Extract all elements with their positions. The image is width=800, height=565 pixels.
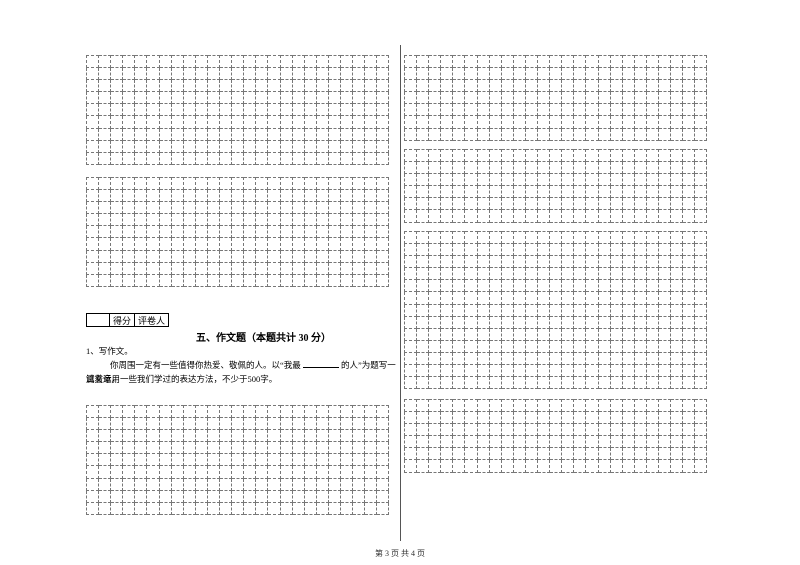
score-box: 得分 评卷人	[86, 313, 169, 327]
section-title: 五、作文题（本题共计 30 分）	[196, 329, 331, 344]
score-label: 得分	[110, 313, 135, 327]
page-content: 得分 评卷人 五、作文题（本题共计 30 分） 1、写作文。 你周围一定有一些值…	[86, 55, 714, 535]
grader-label: 评卷人	[135, 313, 169, 327]
writing-grid	[86, 405, 389, 515]
writing-grid	[86, 177, 389, 287]
writing-grid	[404, 231, 707, 389]
left-column: 得分 评卷人 五、作文题（本题共计 30 分） 1、写作文。 你周围一定有一些值…	[86, 55, 396, 535]
question-line-2: 试着运用一些我们学过的表达方法，不少于500字。	[86, 373, 396, 387]
writing-grid	[404, 55, 707, 141]
right-column	[404, 55, 714, 535]
question-number: 1、写作文。	[86, 345, 396, 359]
column-divider	[400, 45, 401, 541]
writing-grid	[86, 55, 389, 165]
page-footer: 第 3 页 共 4 页	[0, 548, 800, 559]
question-text: 你周围一定有一些值得你热爱、敬佩的人。以“我最	[110, 360, 301, 370]
writing-grid	[404, 149, 707, 223]
writing-grid	[404, 399, 707, 473]
score-cell	[86, 313, 110, 327]
fill-blank[interactable]	[303, 359, 339, 368]
